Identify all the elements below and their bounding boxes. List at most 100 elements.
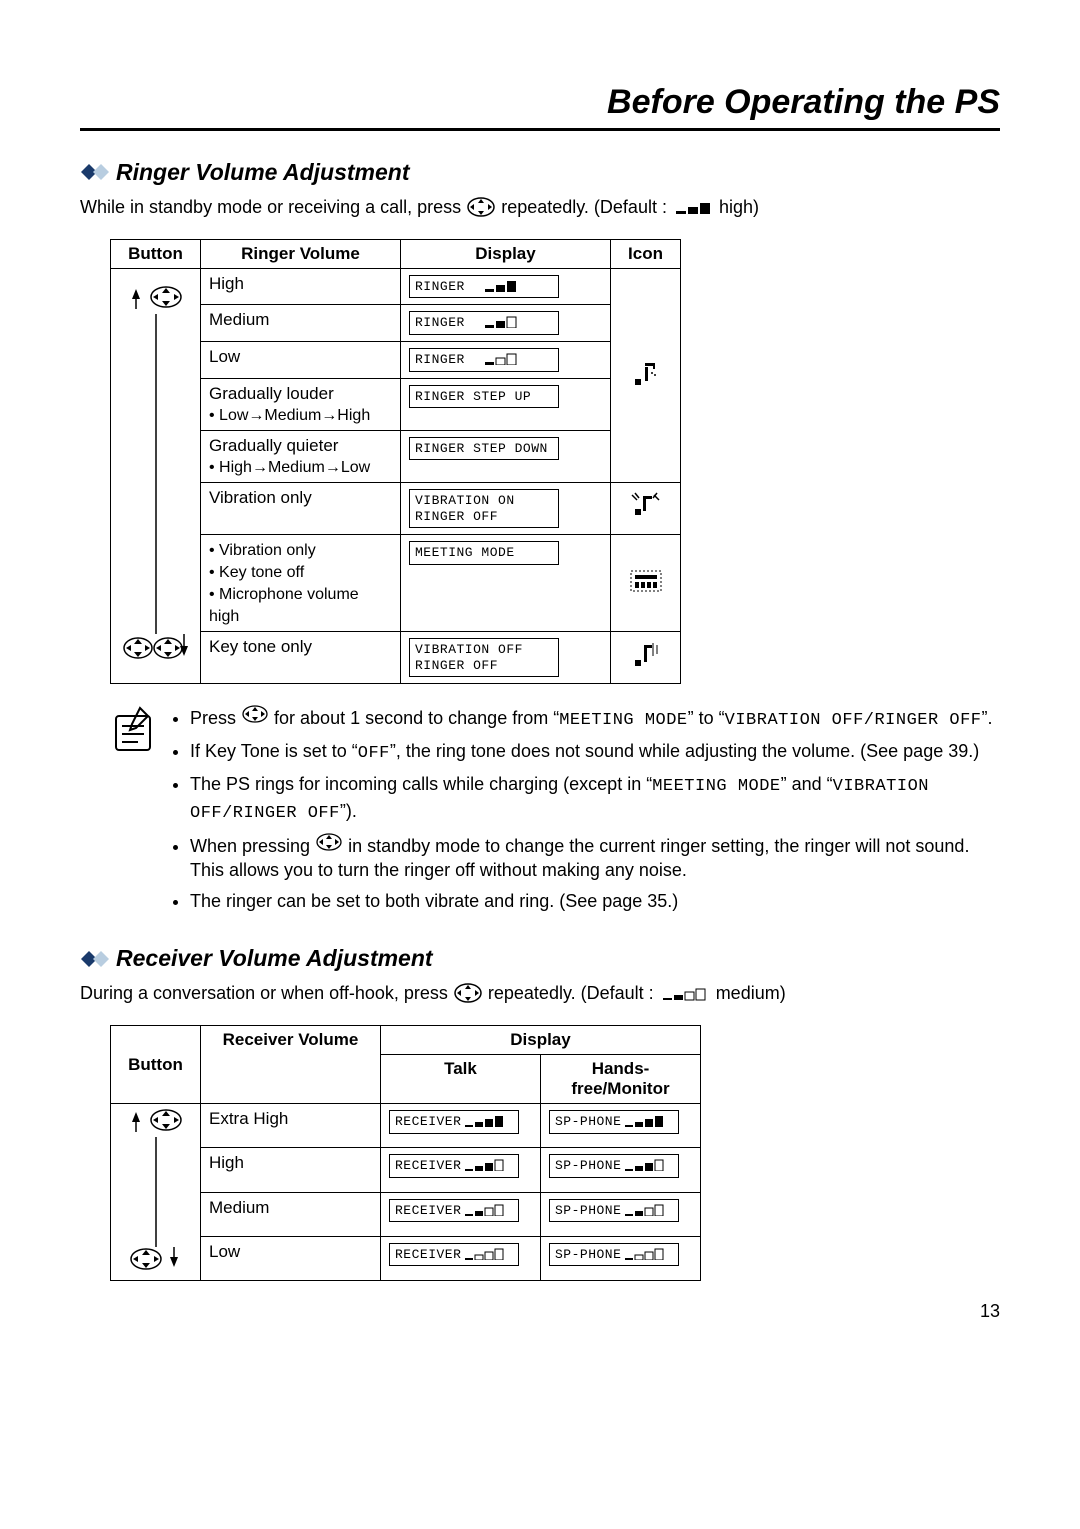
display-text: RECEIVER: [395, 1203, 461, 1218]
nav-up-icon: [128, 285, 184, 314]
nav-key-icon: [466, 196, 496, 223]
nav-down-icon: [122, 634, 190, 667]
display-text: RINGER: [415, 315, 465, 330]
notes-list: Press for about 1 second to change from …: [172, 704, 1000, 919]
th-display: Display: [381, 1026, 701, 1055]
intro-text: While in standby mode or receiving a cal…: [80, 197, 466, 217]
display-cell: RECEIVER: [381, 1192, 541, 1236]
display-text: SP-PHONE: [555, 1247, 621, 1262]
nav-key-icon: [241, 704, 269, 730]
display-text: RINGER STEP UP: [409, 385, 559, 409]
label-sub: • High→Medium→Low: [209, 459, 370, 476]
display-text: RECEIVER: [395, 1158, 461, 1173]
q: ”.: [982, 708, 993, 728]
notes-section: Press for about 1 second to change from …: [110, 704, 1000, 919]
mono-text: VIBRATION OFF/RINGER OFF: [725, 711, 982, 730]
th-recv: Receiver Volume: [201, 1026, 381, 1104]
display-text: RINGER: [415, 352, 465, 367]
display-text: RINGER STEP DOWN: [409, 437, 559, 461]
display-text: SP-PHONE: [555, 1114, 621, 1129]
mono-text: MEETING MODE: [652, 777, 780, 796]
display-cell: RINGER STEP DOWN: [401, 430, 611, 482]
note-text: ” and “: [781, 774, 833, 794]
meeting-icon: [611, 535, 681, 632]
label-sub: • Microphone volume high: [209, 586, 359, 625]
note-item: The PS rings for incoming calls while ch…: [190, 772, 1000, 826]
recv-label: Extra High: [201, 1104, 381, 1148]
ringer-label: Medium: [201, 305, 401, 342]
intro-text: repeatedly. (Default :: [501, 197, 667, 217]
recv-label: Low: [201, 1236, 381, 1280]
intro-text: repeatedly. (Default :: [488, 983, 654, 1003]
display-text: SP-PHONE: [555, 1158, 621, 1173]
display-cell: RINGER STEP UP: [401, 378, 611, 430]
display-text: RINGER OFF: [415, 509, 498, 524]
display-text: RECEIVER: [395, 1247, 461, 1262]
display-cell: SP-PHONE: [541, 1104, 701, 1148]
nav-key-icon: [315, 832, 343, 858]
diamond-bullet-icon: [80, 163, 110, 181]
display-cell: SP-PHONE: [541, 1148, 701, 1192]
diamond-bullet-icon: [80, 950, 110, 968]
note-text: When pressing: [190, 836, 315, 856]
display-cell: RINGER: [401, 305, 611, 342]
display-cell: RECEIVER: [381, 1236, 541, 1280]
th-hf: Hands-free/Monitor: [541, 1055, 701, 1104]
vibration-icon: [611, 483, 681, 535]
note-item: Press for about 1 second to change from …: [190, 704, 1000, 733]
label-text: Gradually louder: [209, 384, 334, 403]
page-title: Before Operating the PS: [80, 83, 1000, 131]
th-icon: Icon: [611, 239, 681, 268]
button-cell: [111, 1104, 201, 1281]
range-line-icon: [151, 314, 161, 634]
display-text: VIBRATION OFF: [415, 642, 523, 657]
mono-text: OFF: [358, 744, 390, 763]
display-text: RECEIVER: [395, 1114, 461, 1129]
display-cell: VIBRATION OFFRINGER OFF: [401, 632, 611, 684]
ringer-label: • Vibration only • Key tone off • Microp…: [201, 535, 401, 632]
display-text: SP-PHONE: [555, 1203, 621, 1218]
section1-heading-text: Ringer Volume Adjustment: [116, 159, 410, 186]
intro-text: high): [719, 197, 759, 217]
display-cell: SP-PHONE: [541, 1236, 701, 1280]
section-heading-receiver: Receiver Volume Adjustment: [80, 945, 1000, 972]
th-ringer: Ringer Volume: [201, 239, 401, 268]
display-text: RINGER: [415, 279, 465, 294]
keytone-icon: [611, 632, 681, 684]
display-cell: RINGER: [401, 341, 611, 378]
note-text: ”).: [340, 801, 357, 821]
mono-text: MEETING MODE: [559, 711, 687, 730]
nav-down-icon: [128, 1247, 184, 1276]
note-text: for about 1 second to change from: [274, 708, 553, 728]
receiver-volume-table: Button Receiver Volume Display Talk Hand…: [110, 1025, 701, 1281]
display-text: MEETING MODE: [409, 541, 559, 565]
note-item: If Key Tone is set to “OFF”, the ring to…: [190, 739, 1000, 766]
ringer-label: High: [201, 268, 401, 305]
note-text: The PS rings for incoming calls while ch…: [190, 774, 652, 794]
page-number: 13: [80, 1301, 1000, 1322]
volume-bars-icon: [676, 199, 714, 220]
display-cell: RECEIVER: [381, 1104, 541, 1148]
display-cell: RECEIVER: [381, 1148, 541, 1192]
section1-intro: While in standby mode or receiving a cal…: [80, 196, 1000, 223]
q: ” to “: [688, 708, 725, 728]
note-text: ”, the ring tone does not sound while ad…: [390, 741, 979, 761]
label-text: Gradually quieter: [209, 436, 338, 455]
notepad-icon: [110, 704, 158, 919]
ringer-volume-table: Button Ringer Volume Display Icon High: [110, 239, 681, 685]
display-text: VIBRATION ON: [415, 493, 515, 508]
recv-label: Medium: [201, 1192, 381, 1236]
th-display: Display: [401, 239, 611, 268]
section2-intro: During a conversation or when off-hook, …: [80, 982, 1000, 1009]
volume-bars-icon: [663, 985, 711, 1006]
th-talk: Talk: [381, 1055, 541, 1104]
display-cell: MEETING MODE: [401, 535, 611, 632]
recv-label: High: [201, 1148, 381, 1192]
note-text: If Key Tone is set to “: [190, 741, 358, 761]
note-text: Press: [190, 708, 241, 728]
note-item: The ringer can be set to both vibrate an…: [190, 889, 1000, 913]
nav-up-icon: [128, 1108, 184, 1137]
ringer-label: Gradually louder • Low→Medium→High: [201, 378, 401, 430]
ringer-label: Key tone only: [201, 632, 401, 684]
display-cell: SP-PHONE: [541, 1192, 701, 1236]
